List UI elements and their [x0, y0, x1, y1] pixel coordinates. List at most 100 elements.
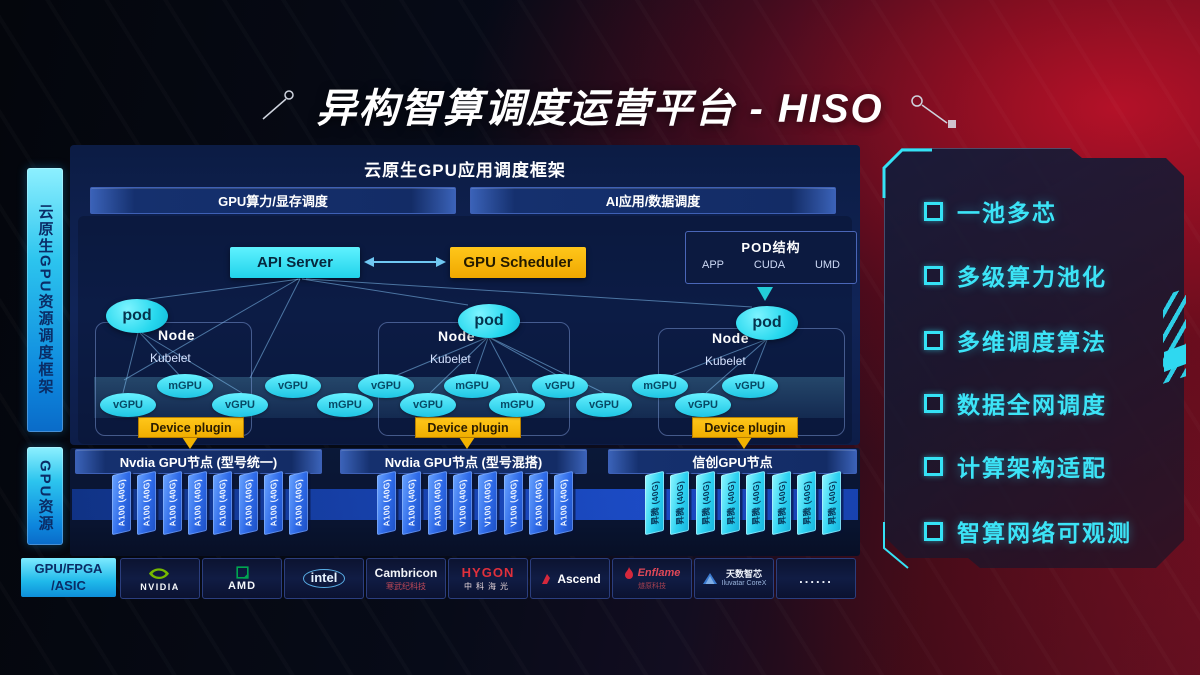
sidebar-bar-framework-label: 云原生GPU资源调度框架	[36, 204, 54, 396]
mgpu-ellipse: mGPU	[157, 374, 213, 398]
device-plugin-box: Device plugin	[692, 417, 798, 438]
kubelet-label: Kubelet	[705, 354, 746, 368]
square-bullet-icon	[924, 456, 943, 476]
vendor-name: Ascend	[557, 571, 601, 586]
sidebar-bar-gpu-resource: GPU资源	[27, 447, 63, 545]
gpu-card-label: A100 (40G)	[293, 478, 304, 528]
gpu-card-label: A100 (40G)	[243, 478, 254, 528]
pod-structure-title: POD结构	[741, 240, 801, 255]
vendor-tile-enflame: Enflame 燧原科技	[612, 558, 692, 599]
gpu-card: V100 (40G)	[478, 470, 498, 536]
vendor-name: NVIDIA	[140, 581, 180, 592]
feature-label: 数据全网调度	[957, 392, 1107, 418]
square-bullet-icon	[924, 330, 943, 350]
vendor-name: 天数智芯	[725, 568, 762, 579]
kubelet-label: Kubelet	[150, 351, 191, 365]
gpu-card: 昇腾 (40G)	[746, 470, 766, 536]
vendor-logo-row: Ascend	[539, 571, 601, 586]
mgpu-ellipse: mGPU	[632, 374, 688, 398]
vendor-logo-row: 天数智芯 Iluvatar CoreX	[702, 568, 767, 588]
gpu-card: 昇腾 (40G)	[695, 470, 715, 536]
kubelet-label: Kubelet	[430, 352, 471, 366]
gpu-card: A100 (40G)	[263, 470, 283, 536]
gpu-card: 昇腾 (40G)	[822, 470, 842, 536]
feature-item: 数据全网调度	[924, 388, 1107, 418]
vendor-tile-iluvatar: 天数智芯 Iluvatar CoreX	[694, 558, 774, 599]
feature-item: 计算架构适配	[924, 451, 1107, 481]
gpu-card-label: 昇腾 (40G)	[674, 480, 685, 526]
gpu-card-label: A100 (40G)	[116, 478, 127, 528]
vgpu-ellipse: vGPU	[100, 393, 156, 417]
feature-label: 多级算力池化	[957, 264, 1107, 290]
square-bullet-icon	[924, 201, 943, 221]
vendor-tile-hygon: HYGON 中科海光	[448, 558, 528, 599]
gpu-card-label: A100 (40G)	[432, 478, 443, 528]
gpu-card-label: V100 (40G)	[508, 478, 519, 528]
gpu-card-label: A100 (40G)	[192, 478, 203, 528]
vendor-subtitle: Iluvatar CoreX	[721, 579, 767, 587]
group-header-nvidia-mixed: Nvdia GPU节点 (型号混搭)	[340, 449, 587, 474]
enflame-logo-icon	[624, 566, 633, 579]
vgpu-ellipse: vGPU	[576, 393, 632, 417]
group-header-xinchuang: 信创GPU节点	[608, 449, 857, 474]
vendor-tile-nvidia: NVIDIA	[120, 558, 200, 599]
gpu-card: A100 (40G)	[137, 470, 157, 536]
gpu-card: 昇腾 (40G)	[720, 470, 740, 536]
pod-ellipse: pod	[458, 304, 520, 338]
feature-item: 多维调度算法	[924, 325, 1107, 355]
gpu-card-label: 昇腾 (40G)	[826, 480, 837, 526]
gpu-card-label: A100 (40G)	[558, 478, 569, 528]
gpu-card: A100 (40G)	[162, 470, 182, 536]
gpu-card: A100 (40G)	[187, 470, 207, 536]
vendor-tile-ascend: Ascend	[530, 558, 610, 599]
gpu-card-label: A100 (40G)	[141, 478, 152, 528]
gpu-card: A100 (40G)	[112, 470, 131, 536]
gpu-card: A100 (40G)	[427, 470, 447, 536]
vendor-tile-dots: ......	[776, 558, 856, 599]
pod-ellipse: pod	[736, 306, 798, 340]
pod-structure-item-cuda: CUDA	[753, 259, 786, 271]
feature-label: 一池多芯	[957, 200, 1057, 226]
vendor-subtitle: 中科海光	[464, 582, 512, 591]
node-label: Node	[712, 330, 749, 346]
hardware-category-line1: GPU/FPGA	[34, 561, 103, 577]
device-plugin-box: Device plugin	[138, 417, 244, 438]
gpu-card-label: A100 (40G)	[217, 478, 228, 528]
gpu-card: A100 (40G)	[402, 470, 422, 536]
group-header-nvidia-uniform: Nvdia GPU节点 (型号统一)	[75, 449, 322, 474]
gpu-card: A100 (40G)	[554, 470, 574, 536]
gpu-card-label: 昇腾 (40G)	[649, 480, 660, 526]
vgpu-ellipse: vGPU	[358, 374, 414, 398]
gpu-card-label: V100 (40G)	[457, 478, 468, 528]
vendor-name: intel	[302, 569, 346, 588]
gpu-card: A100 (40G)	[528, 470, 548, 536]
vgpu-ellipse: vGPU	[400, 393, 456, 417]
pod-structure-item-app: APP	[702, 259, 725, 271]
vendor-tile-amd: AMD	[202, 558, 282, 599]
iluvatar-logo-icon	[702, 572, 717, 584]
gpu-card-label: A100 (40G)	[381, 478, 392, 528]
feature-label: 智算网络可观测	[957, 520, 1132, 546]
sidebar-bar-framework: 云原生GPU资源调度框架	[27, 168, 63, 432]
hardware-category-line2: /ASIC	[51, 577, 86, 593]
hazard-stripes-decoration	[1163, 288, 1186, 384]
vendor-text-col: 天数智芯 Iluvatar CoreX	[721, 568, 767, 588]
gpu-card: 昇腾 (40G)	[796, 470, 816, 536]
gpu-card-label: A100 (40G)	[533, 478, 544, 528]
pod-ellipse: pod	[106, 299, 168, 333]
gpu-card: 昇腾 (40G)	[670, 470, 690, 536]
gpu-card-label: 昇腾 (40G)	[776, 480, 786, 526]
gpu-card: A100 (40G)	[213, 470, 233, 536]
device-plugin-box: Device plugin	[415, 417, 521, 438]
gpu-scheduler-box: GPU Scheduler	[450, 247, 586, 278]
gpu-card: A100 (40G)	[377, 470, 396, 536]
mgpu-ellipse: mGPU	[317, 393, 373, 417]
vgpu-ellipse: vGPU	[722, 374, 778, 398]
vgpu-ellipse: vGPU	[212, 393, 268, 417]
square-bullet-icon	[924, 521, 943, 541]
gpu-card-label: 昇腾 (40G)	[725, 480, 736, 526]
mgpu-ellipse: mGPU	[489, 393, 545, 417]
ascend-logo-icon	[542, 573, 551, 584]
gpu-card-label: A100 (40G)	[268, 478, 279, 528]
vendor-name: Cambricon	[374, 565, 438, 580]
